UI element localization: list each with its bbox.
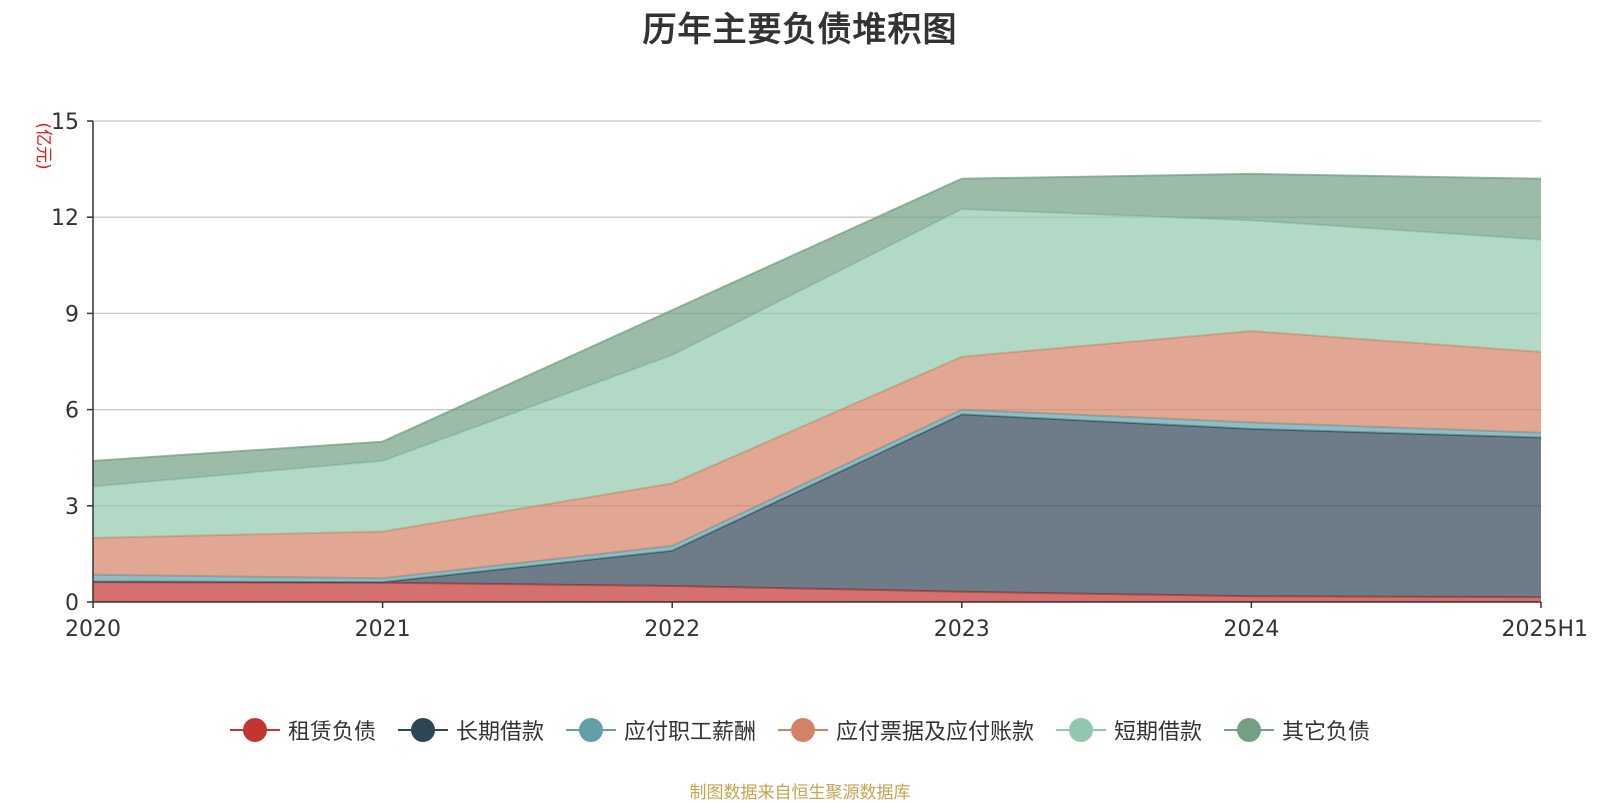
legend-item-5[interactable]: 其它负债 — [1224, 714, 1370, 746]
legend-label: 短期借款 — [1114, 720, 1203, 745]
x-tick-label: 2024 — [1223, 617, 1279, 642]
x-tick-label: 2021 — [355, 617, 411, 642]
y-tick-label: 6 — [65, 399, 79, 424]
legend-label: 长期借款 — [455, 720, 544, 745]
legend-swatch — [397, 718, 448, 742]
legend-label: 应付票据及应付账款 — [836, 720, 1035, 745]
legend: 租赁负债 长期借款 应付职工薪酬 应付票据及应付账款 短期借款 其它负债 — [0, 710, 1600, 750]
legend-swatch — [1224, 718, 1275, 742]
x-tick-label: 2025H1 — [1501, 617, 1588, 642]
legend-item-3[interactable]: 应付票据及应付账款 — [778, 714, 1034, 746]
area-series-layer — [92, 172, 1542, 602]
area-series-0 — [93, 582, 1541, 602]
legend-label: 应付职工薪酬 — [623, 720, 756, 745]
source-note: 制图数据来自恒生聚源数据库 — [689, 783, 911, 803]
legend-swatch — [1056, 718, 1107, 742]
x-tick-label: 2023 — [934, 617, 990, 642]
axes: 0 3 6 9 12 15 2020 2021 2022 2023 2024 2025H1 — [51, 110, 1588, 642]
legend-swatch — [565, 718, 616, 742]
legend-swatch — [229, 718, 280, 742]
y-axis-unit-label: (亿元) — [33, 122, 53, 169]
area-series-5 — [93, 173, 1541, 487]
legend-item-2[interactable]: 应付职工薪酬 — [565, 714, 756, 746]
area-series-line-4 — [92, 208, 1542, 488]
legend-label: 租赁负债 — [287, 720, 376, 745]
x-tick-label: 2020 — [65, 617, 121, 642]
legend-swatch — [778, 718, 828, 742]
y-tick-label: 0 — [65, 591, 79, 616]
y-tick-label: 15 — [51, 110, 79, 135]
legend-item-0[interactable]: 租赁负债 — [229, 714, 376, 746]
x-tick-label: 2022 — [644, 617, 700, 642]
legend-item-4[interactable]: 短期借款 — [1056, 714, 1202, 746]
area-series-3 — [93, 331, 1541, 579]
area-series-4 — [93, 209, 1541, 538]
area-series-line-5 — [92, 172, 1542, 462]
legend-label: 其它负债 — [1282, 720, 1371, 745]
y-tick-label: 9 — [65, 302, 79, 327]
y-tick-label: 3 — [65, 495, 79, 520]
chart-title: 历年主要负债堆积图 — [642, 10, 958, 50]
legend-item-1[interactable]: 长期借款 — [397, 714, 544, 746]
y-tick-label: 12 — [51, 206, 79, 231]
area-series-1 — [93, 414, 1541, 598]
